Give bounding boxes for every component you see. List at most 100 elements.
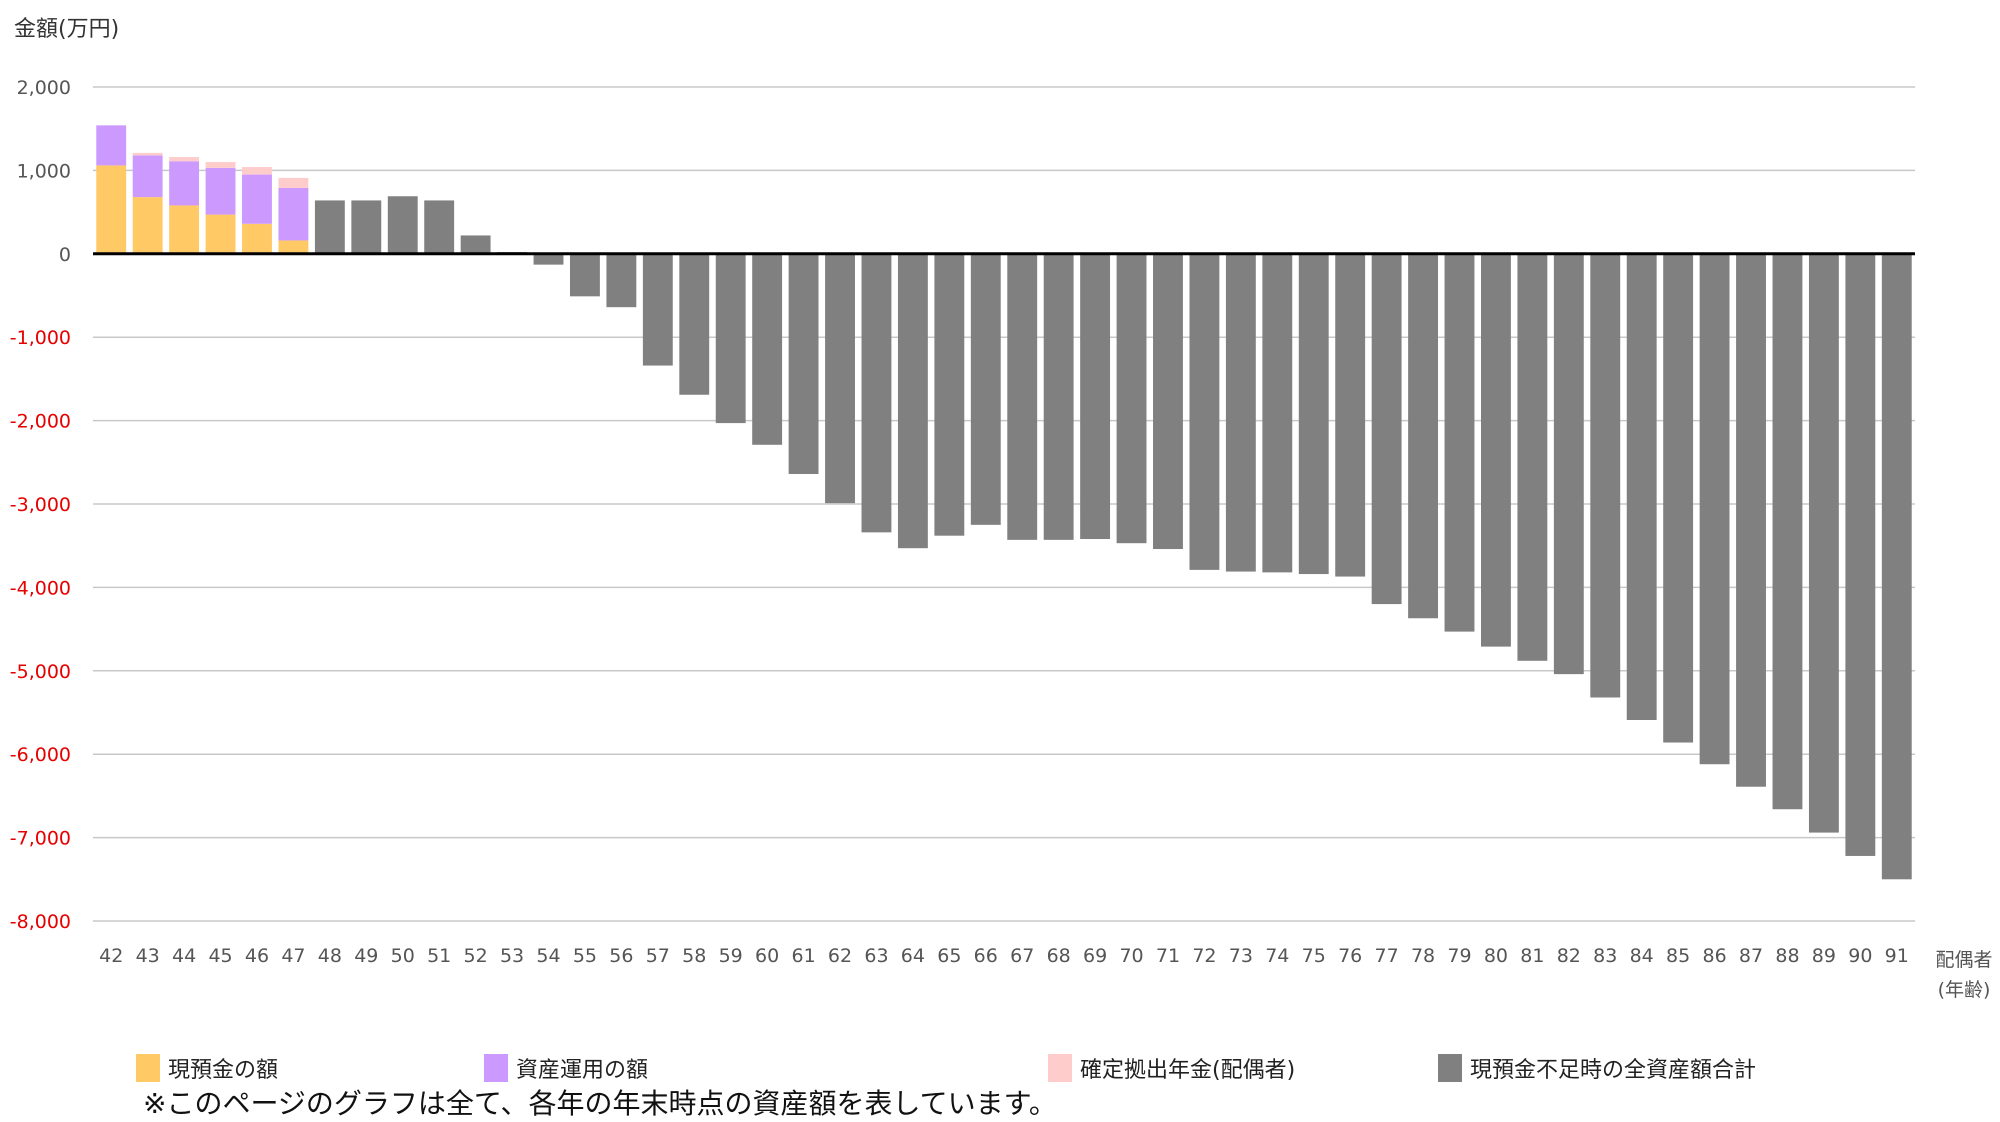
x-tick-label: 59 <box>719 945 743 967</box>
bar <box>1663 253 1694 743</box>
bar <box>1590 253 1621 698</box>
legend-label: 現預金の額 <box>168 1058 279 1083</box>
legend-swatch <box>1438 1054 1462 1082</box>
bar <box>96 125 127 166</box>
legend-swatch <box>484 1054 508 1082</box>
x-tick-label: 60 <box>755 945 779 967</box>
bar <box>861 253 892 533</box>
x-tick-label: 89 <box>1812 945 1836 967</box>
bars <box>96 125 1912 880</box>
bar <box>1881 253 1912 880</box>
legend-item-cash: 現預金の額 <box>136 1052 278 1084</box>
bar <box>788 253 819 474</box>
bar <box>1517 253 1548 661</box>
bar <box>1845 253 1876 856</box>
bar <box>205 214 236 254</box>
bar-chart: 2,000 1,000 0 -1,000 -2,000 -3,000 -4,000 -5,00… <box>10 17 1993 1001</box>
bar <box>752 253 783 445</box>
x-tick-label: 75 <box>1302 945 1326 967</box>
x-tick-label: 50 <box>391 945 415 967</box>
x-tick-label: 65 <box>937 945 961 967</box>
x-tick-label: 45 <box>208 945 232 967</box>
bar <box>1298 253 1329 575</box>
y-tick-label: 0 <box>59 244 71 266</box>
x-tick-label: 66 <box>974 945 998 967</box>
x-tick-label: 69 <box>1083 945 1107 967</box>
bar <box>1772 253 1803 810</box>
x-tick-label: 71 <box>1156 945 1180 967</box>
bar <box>1189 253 1220 570</box>
bar <box>1444 253 1475 632</box>
legend: 現預金の額 資産運用の額 確定拠出年金(配偶者) 現預金不足時の全資産額合計 <box>0 1052 2000 1092</box>
bar <box>533 253 564 265</box>
bar <box>424 200 455 254</box>
legend-swatch <box>136 1054 160 1082</box>
bar <box>387 196 418 254</box>
x-tick-label: 78 <box>1411 945 1435 967</box>
x-tick-label: 86 <box>1702 945 1726 967</box>
y-tick-label: 2,000 <box>17 77 71 99</box>
bar <box>169 205 200 254</box>
bar <box>1626 253 1657 721</box>
x-tick-label: 91 <box>1885 945 1909 967</box>
bar <box>1335 253 1366 577</box>
bar <box>242 223 272 254</box>
y-tick-label: -5,000 <box>10 661 71 683</box>
x-tick-label: 81 <box>1520 945 1544 967</box>
bar <box>205 162 236 168</box>
x-tick-label: 43 <box>136 945 160 967</box>
x-tick-label: 48 <box>318 945 342 967</box>
bar <box>1408 253 1439 619</box>
bar <box>1808 253 1839 833</box>
bar <box>606 253 637 308</box>
x-tick-label: 61 <box>791 945 815 967</box>
bar <box>1736 253 1766 787</box>
bar <box>825 253 855 504</box>
x-axis-label-line2: (年齢) <box>1938 979 1991 1001</box>
y-tick-label: -2,000 <box>10 411 71 433</box>
y-tick-label: -4,000 <box>10 577 71 599</box>
x-tick-label: 46 <box>245 945 269 967</box>
x-tick-label: 62 <box>828 945 852 967</box>
bar <box>278 187 309 241</box>
x-tick-label: 52 <box>464 945 488 967</box>
y-tick-label: -7,000 <box>10 828 71 850</box>
legend-item-total-assets: 現預金不足時の全資産額合計 <box>1438 1052 1756 1084</box>
x-tick-label: 79 <box>1447 945 1471 967</box>
y-tick-label: -1,000 <box>10 327 71 349</box>
legend-item-investment: 資産運用の額 <box>484 1052 648 1084</box>
bar <box>1043 253 1074 540</box>
bar <box>242 174 272 224</box>
x-tick-label: 72 <box>1192 945 1216 967</box>
bar <box>460 235 491 254</box>
y-axis-label: 金額(万円) <box>14 17 119 42</box>
y-tick-labels: 2,000 1,000 0 -1,000 -2,000 -3,000 -4,000 -5,00… <box>10 77 71 933</box>
x-tick-label: 74 <box>1265 945 1289 967</box>
bar <box>242 167 272 175</box>
x-axis-label-line1: 配偶者 <box>1935 949 1992 971</box>
bar <box>1116 253 1147 544</box>
x-tick-label: 83 <box>1593 945 1617 967</box>
bar <box>132 152 163 156</box>
x-tick-label: 64 <box>901 945 925 967</box>
x-tick-labels: 42 43 44 45 46 47 48 49 50 51 52 53 54 55 56 57 58 59 60 61… <box>99 945 1909 967</box>
x-tick-label: 82 <box>1557 945 1581 967</box>
y-tick-label: -6,000 <box>10 744 71 766</box>
x-tick-label: 56 <box>609 945 633 967</box>
y-tick-label: -8,000 <box>10 911 71 933</box>
bar <box>96 165 127 254</box>
bar <box>169 157 200 162</box>
x-tick-label: 44 <box>172 945 196 967</box>
legend-label: 資産運用の額 <box>516 1058 649 1083</box>
bar <box>314 200 345 254</box>
bar <box>132 197 163 254</box>
bar <box>132 155 163 198</box>
bar <box>934 253 965 536</box>
bar <box>1153 253 1183 550</box>
bar <box>205 167 236 215</box>
bar <box>1007 253 1038 540</box>
bar <box>1225 253 1256 572</box>
bar <box>642 253 673 366</box>
y-tick-label: -3,000 <box>10 494 71 516</box>
x-tick-label: 76 <box>1338 945 1362 967</box>
